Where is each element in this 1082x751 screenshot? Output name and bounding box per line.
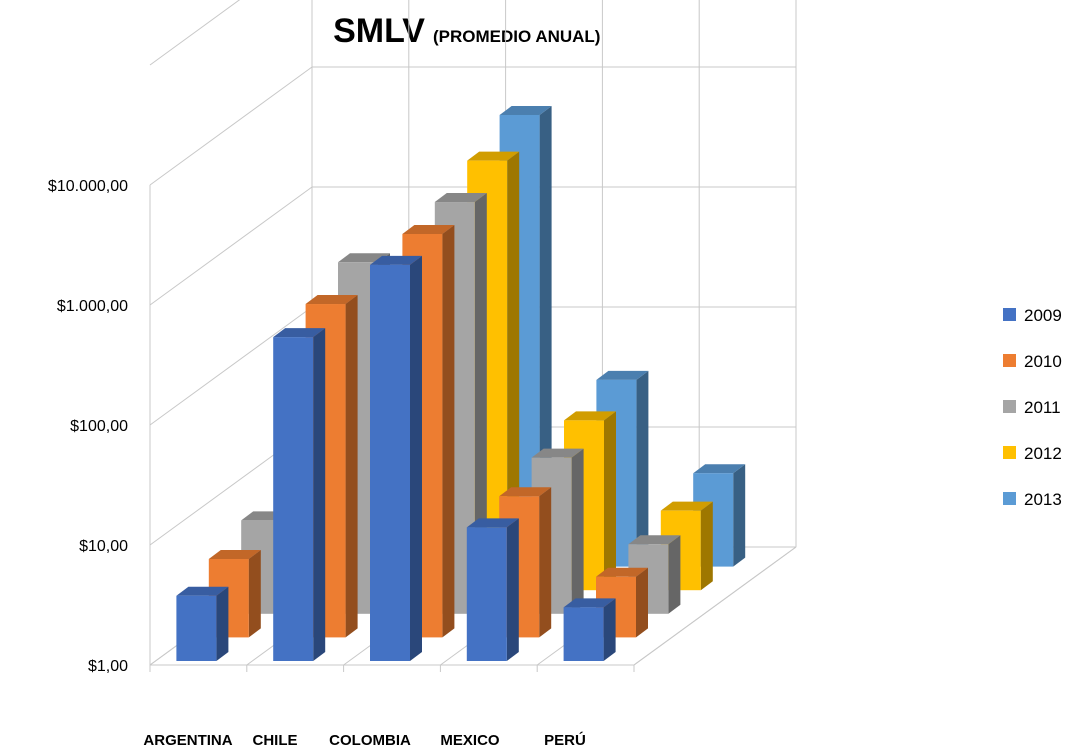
legend-label: 2009: [1024, 306, 1062, 325]
bar-side: [345, 295, 358, 638]
side-wall-gridline: [149, 186, 313, 306]
legend: 2009 2010 2011 2012 2013: [1003, 306, 1062, 509]
bar-front: [370, 264, 410, 661]
bar-top: [531, 448, 584, 458]
y-axis-ticks: $1,00 $10,00 $100,00 $1.000,00 $10.000,00: [48, 178, 128, 675]
bar-2010-argentina: [208, 550, 261, 638]
bar-top: [499, 487, 552, 497]
bar-side: [733, 464, 746, 567]
y-tick-label: $10,00: [79, 538, 128, 555]
bar-2009-argentina: [176, 586, 229, 661]
bar-2009-colombia: [370, 255, 422, 661]
bar-top: [402, 224, 455, 234]
bar-side: [248, 550, 261, 638]
bar-top: [628, 535, 681, 545]
legend-item-2010: 2010: [1003, 352, 1062, 371]
chart-title-main: SMLV: [333, 12, 425, 50]
bar-side: [506, 518, 519, 661]
x-category-label: MEXICO: [440, 732, 500, 749]
legend-swatch: [1003, 446, 1016, 459]
legend-label: 2011: [1024, 398, 1061, 417]
legend-item-2013: 2013: [1003, 490, 1062, 509]
bar-front: [466, 527, 507, 661]
bar-2009-chile: [273, 328, 326, 661]
legend-label: 2012: [1024, 444, 1062, 463]
bar-side: [700, 501, 713, 591]
bar-top: [434, 193, 487, 203]
bar-top: [305, 295, 358, 305]
chart-subtitle: (PROMEDIO ANUAL): [433, 27, 600, 46]
bar-top: [564, 411, 616, 421]
bar-side: [636, 370, 649, 567]
x-axis-categories: ARGENTINA CHILE COLOMBIA MEXICO PERÚ: [143, 731, 585, 749]
bar-top: [563, 598, 616, 608]
bars: [176, 105, 746, 661]
x-category-label: PERÚ: [544, 731, 586, 749]
legend-swatch: [1003, 354, 1016, 367]
x-category-label: COLOMBIA: [329, 732, 411, 749]
chart-title: SMLV: [333, 12, 425, 50]
bar-top: [370, 255, 422, 265]
bar-front: [563, 607, 604, 661]
bar-top: [208, 550, 261, 560]
bar-side: [539, 487, 552, 638]
legend-swatch: [1003, 492, 1016, 505]
bar-top: [596, 370, 649, 380]
bar-top: [176, 586, 229, 596]
y-tick-label: $1,00: [88, 658, 128, 675]
bar-side: [603, 598, 616, 661]
bar-side: [474, 193, 487, 614]
legend-swatch: [1003, 308, 1016, 321]
bar-top: [596, 567, 648, 577]
bar-2009-perú: [563, 598, 616, 661]
x-category-label: CHILE: [253, 732, 298, 749]
floor-divider: [633, 546, 797, 666]
side-wall-gridline: [149, 66, 313, 186]
bar-front: [273, 337, 314, 661]
bar-side: [216, 586, 229, 661]
bar-side: [604, 411, 616, 591]
bar-top: [693, 464, 746, 474]
bar-side: [313, 328, 326, 661]
side-wall-gridline: [149, 306, 313, 426]
bar-top: [660, 501, 713, 511]
legend-item-2011: 2011: [1003, 398, 1061, 417]
legend-label: 2013: [1024, 490, 1062, 509]
legend-item-2009: 2009: [1003, 306, 1062, 325]
y-tick-label: $100,00: [70, 418, 128, 435]
bar-side: [507, 151, 520, 591]
bar-side: [636, 567, 648, 638]
bar-side: [668, 535, 681, 614]
y-tick-label: $10.000,00: [48, 178, 128, 195]
bar-top: [273, 328, 326, 338]
legend-item-2012: 2012: [1003, 444, 1062, 463]
side-wall-gridline: [149, 0, 241, 66]
bar-side: [410, 255, 422, 661]
bar-side: [571, 448, 584, 614]
legend-swatch: [1003, 400, 1016, 413]
legend-label: 2010: [1024, 352, 1062, 371]
bar-top: [466, 518, 519, 528]
bar-side: [442, 224, 455, 638]
bar-front: [176, 595, 217, 661]
y-tick-label: $1.000,00: [57, 298, 128, 315]
bar-2012-perú: [660, 501, 713, 591]
bar-top: [499, 105, 552, 115]
bar-top: [467, 151, 520, 161]
bar-2009-mexico: [466, 518, 519, 661]
x-category-label: ARGENTINA: [143, 732, 232, 749]
